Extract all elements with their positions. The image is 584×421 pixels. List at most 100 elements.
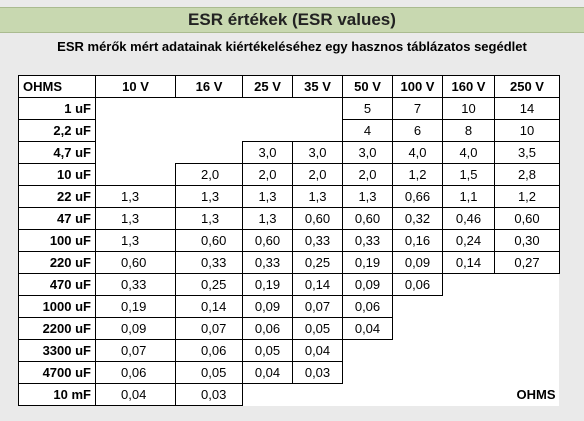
value-cell: 0,04: [242, 361, 293, 384]
value-cell: 0,03: [175, 383, 243, 406]
value-cell: 1,3: [95, 207, 176, 230]
value-cell: 0,60: [95, 251, 176, 274]
value-cell: 2,0: [292, 163, 343, 186]
value-cell: 1,3: [95, 185, 176, 208]
value-cell: 1,5: [442, 163, 495, 186]
empty-cell: [242, 119, 293, 142]
empty-cell: [495, 362, 560, 384]
value-cell: 0,66: [392, 185, 443, 208]
value-cell: 0,60: [242, 229, 293, 252]
value-cell: 0,60: [494, 207, 560, 230]
empty-cell: [342, 361, 393, 384]
row-label: 1000 uF: [18, 295, 96, 318]
value-cell: 0,19: [95, 295, 176, 318]
value-cell: 0,09: [242, 295, 293, 318]
empty-cell: [292, 119, 343, 142]
empty-cell: [443, 340, 495, 362]
value-cell: 0,06: [392, 273, 443, 296]
column-header: 16 V: [175, 75, 243, 98]
row-label: 10 mF: [18, 383, 96, 406]
value-cell: 2,8: [494, 163, 560, 186]
header-row: OHMS 10 V 16 V 25 V 35 V 50 V 100 V 160 V 250 V: [18, 75, 560, 98]
footer-ohms-label: OHMS: [516, 387, 556, 403]
table-row: 2,2 uF 4 6 8 10: [18, 119, 560, 142]
value-cell: 0,05: [292, 317, 343, 340]
value-cell: 0,32: [392, 207, 443, 230]
empty-cell: [176, 120, 243, 142]
empty-cell: [494, 273, 560, 296]
value-cell: 0,60: [175, 229, 243, 252]
column-header: 50 V: [342, 75, 393, 98]
table-row: 10 uF 2,0 2,0 2,0 2,0 1,2 1,5 2,8: [18, 163, 560, 186]
value-cell: 8: [442, 119, 495, 142]
column-header: 10 V: [95, 75, 176, 98]
table-row: 2200 uF 0,09 0,07 0,06 0,05 0,04: [18, 317, 560, 340]
column-header: 35 V: [292, 75, 343, 98]
table-row: 47 uF 1,3 1,3 1,3 0,60 0,60 0,32 0,46 0,60: [18, 207, 560, 230]
value-cell: 0,25: [292, 251, 343, 274]
value-cell: 0,33: [95, 273, 176, 296]
value-cell: 3,0: [342, 141, 393, 164]
value-cell: 1,1: [442, 185, 495, 208]
value-cell: 0,27: [494, 251, 560, 274]
table-row: 1000 uF 0,19 0,14 0,09 0,07 0,06: [18, 295, 560, 318]
row-label: 2200 uF: [18, 317, 96, 340]
value-cell: 1,3: [242, 185, 293, 208]
value-cell: 4,0: [442, 141, 495, 164]
row-label: 2,2 uF: [18, 119, 96, 142]
value-cell: 0,09: [342, 273, 393, 296]
value-cell: 2,0: [175, 163, 243, 186]
value-cell: 0,06: [242, 317, 293, 340]
empty-cell: [495, 318, 560, 340]
value-cell: 2,0: [342, 163, 393, 186]
value-cell: 0,07: [292, 295, 343, 318]
value-cell: 0,24: [442, 229, 495, 252]
empty-cell: [393, 362, 443, 384]
page-title: ESR értékek (ESR values): [0, 7, 584, 33]
empty-cell: [95, 163, 176, 186]
table-row: 22 uF 1,3 1,3 1,3 1,3 1,3 0,66 1,1 1,2: [18, 185, 560, 208]
value-cell: 0,25: [175, 273, 243, 296]
value-cell: 0,33: [342, 229, 393, 252]
value-cell: 14: [494, 97, 560, 120]
row-label: 100 uF: [18, 229, 96, 252]
row-label: 220 uF: [18, 251, 96, 274]
value-cell: 0,07: [175, 317, 243, 340]
table-row: 470 uF 0,33 0,25 0,19 0,14 0,09 0,06: [18, 273, 560, 296]
value-cell: 1,3: [175, 207, 243, 230]
row-label: 10 uF: [18, 163, 96, 186]
empty-cell: [393, 340, 443, 362]
value-cell: 0,06: [342, 295, 393, 318]
page-subtitle: ESR mérők mért adatainak kiértékeléséhez…: [57, 39, 527, 54]
column-header: 250 V: [494, 75, 560, 98]
empty-cell: [175, 141, 243, 164]
value-cell: 5: [342, 97, 393, 120]
value-cell: 0,09: [392, 251, 443, 274]
row-label: 47 uF: [18, 207, 96, 230]
value-cell: 1,3: [175, 185, 243, 208]
empty-cell: [95, 119, 176, 142]
empty-cell: [243, 98, 293, 120]
value-cell: 0,33: [292, 229, 343, 252]
value-cell: 0,07: [95, 339, 176, 362]
row-label: 4,7 uF: [18, 141, 96, 164]
empty-cell: [392, 295, 443, 318]
empty-cell: [292, 97, 343, 120]
empty-cell: [95, 97, 176, 120]
value-cell: 0,04: [342, 317, 393, 340]
empty-cell: [495, 340, 560, 362]
value-cell: 10: [442, 97, 495, 120]
empty-cell: [443, 296, 495, 318]
value-cell: 10: [494, 119, 560, 142]
value-cell: 0,14: [442, 251, 495, 274]
value-cell: 0,14: [292, 273, 343, 296]
value-cell: 0,30: [494, 229, 560, 252]
value-cell: 0,06: [95, 361, 176, 384]
table-row: 10 mF 0,04 0,03 OHMS: [18, 383, 560, 406]
value-cell: 6: [392, 119, 443, 142]
row-label: 22 uF: [18, 185, 96, 208]
table-row: 4700 uF 0,06 0,05 0,04 0,03: [18, 361, 560, 384]
value-cell: 1,2: [392, 163, 443, 186]
